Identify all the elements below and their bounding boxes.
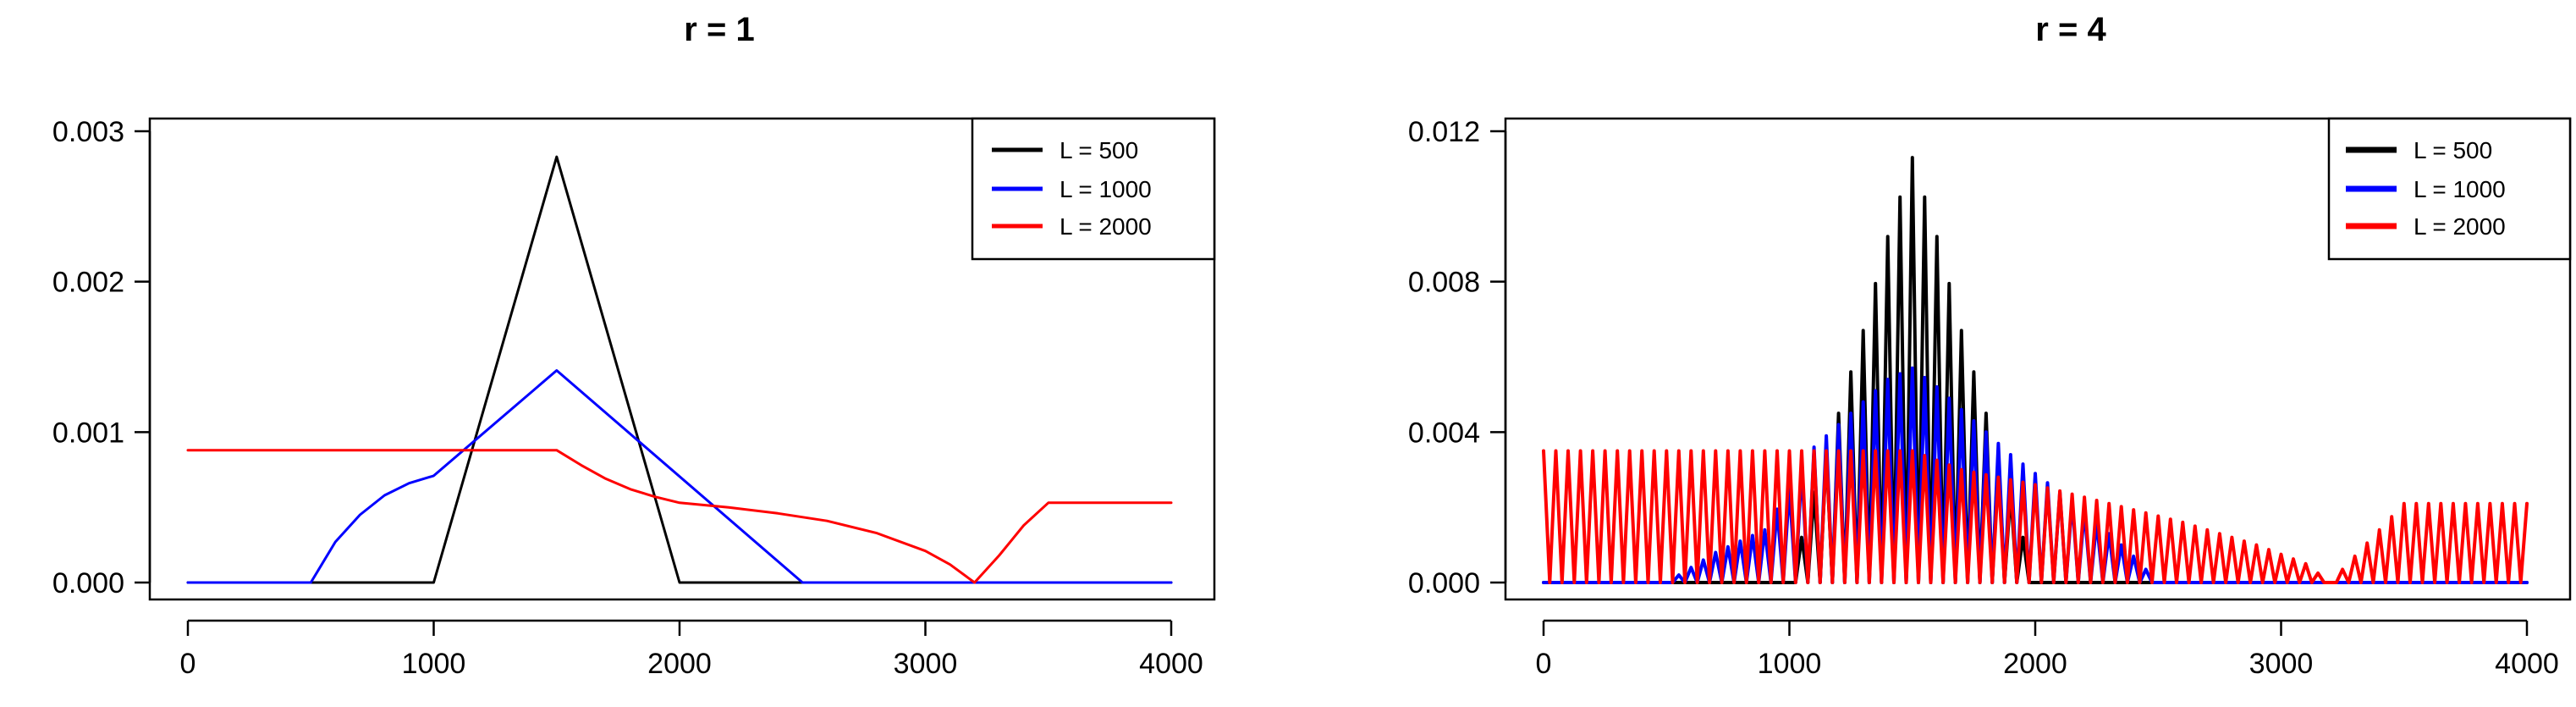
y-axis: 0.000 0.001 0.002 0.003 [52,116,151,599]
chart-panel-r1: r = 1 0.000 0.001 0.002 0.003 0 1000 2000 3000… [52,11,1216,680]
x-tick-label: 2000 [647,648,712,680]
y-tick-label: 0.008 [1408,267,1480,299]
y-tick-label: 0.000 [1408,567,1480,599]
series-line-2000 [1542,449,2529,584]
x-axis: 0 1000 2000 3000 4000 [180,619,1203,680]
x-tick-label: 3000 [2249,648,2314,680]
chart-title: r = 4 [2035,11,2106,48]
legend-label-l1000: L = 1000 [1060,176,1152,202]
legend-label-l500: L = 500 [2414,137,2492,163]
y-tick-label: 0.001 [52,417,124,449]
series-layer [1542,156,2529,584]
legend: L = 500 L = 1000 L = 2000 [971,117,1216,261]
x-tick-label: 2000 [2003,648,2067,680]
plot-area [148,117,1216,601]
series-layer [186,155,1173,584]
y-tick-label: 0.003 [52,116,124,148]
legend-label-l500: L = 500 [1060,137,1138,163]
x-axis: 0 1000 2000 3000 4000 [1536,619,2559,680]
x-tick-label: 4000 [1139,648,1203,680]
chart-panel-r4: r = 4 0.000 0.004 0.008 0.012 0 1000 2000 3000… [1408,11,2572,680]
x-tick-label: 0 [180,648,196,680]
y-tick-label: 0.002 [52,267,124,299]
legend-label-l2000: L = 2000 [2414,213,2506,240]
x-tick-label: 1000 [1758,648,1822,680]
chart-title: r = 1 [684,11,754,48]
y-tick-label: 0.012 [1408,116,1480,148]
y-tick-label: 0.004 [1408,417,1480,449]
series-line-2000 [186,449,1173,584]
legend: L = 500 L = 1000 L = 2000 [2327,117,2572,261]
legend-label-l2000: L = 2000 [1060,213,1152,240]
x-tick-label: 3000 [894,648,958,680]
y-axis: 0.000 0.004 0.008 0.012 [1408,116,1507,599]
x-tick-label: 4000 [2495,648,2559,680]
series-line-1000 [1542,366,2529,584]
y-tick-label: 0.000 [52,567,124,599]
x-tick-label: 0 [1536,648,1552,680]
legend-label-l1000: L = 1000 [2414,176,2506,202]
x-tick-label: 1000 [402,648,466,680]
series-line-1000 [186,369,1173,584]
